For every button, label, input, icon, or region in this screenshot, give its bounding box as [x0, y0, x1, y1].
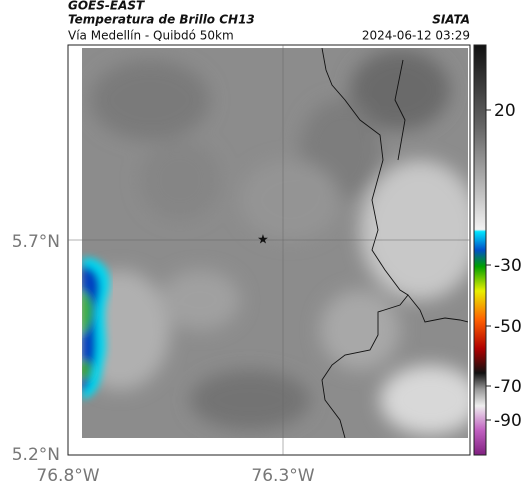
colorbar-ticks: 20 -30 -50 -70 -90 [486, 101, 522, 431]
colorbar-tick-label: -50 [494, 317, 522, 337]
region: Vía Medellín - Quibdó 50km [68, 29, 234, 43]
colorbar-tick-label: -70 [494, 377, 522, 397]
subtitle: Temperatura de Brillo CH13 [68, 13, 255, 27]
colorbar-tick-label: 20 [494, 101, 516, 121]
colorbar-tick-label: -30 [494, 256, 522, 276]
colorbar [473, 44, 487, 456]
colorbar-tick-label: -90 [494, 411, 522, 431]
lon-label: 76.8°W [36, 466, 99, 486]
lat-label: 5.2°N [12, 445, 60, 465]
satellite-image [82, 48, 468, 438]
lat-label: 5.7°N [12, 232, 60, 252]
city-marker: ★ [257, 233, 269, 248]
source: SIATA [432, 13, 470, 27]
title: GOES-EAST [68, 0, 145, 13]
lon-label: 76.3°W [251, 466, 314, 486]
timestamp: 2024-06-12 03:29 [362, 29, 470, 43]
